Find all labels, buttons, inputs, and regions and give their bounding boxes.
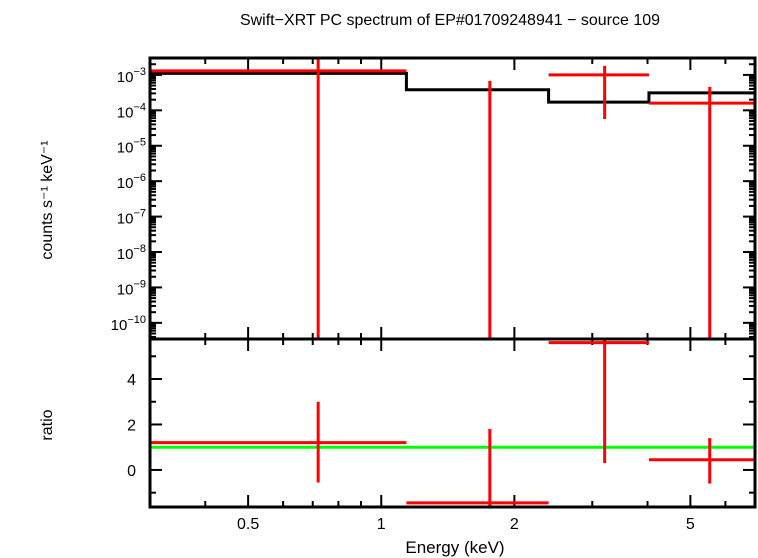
ratio-frame [148,337,757,509]
y-tick-label: 10−3 [117,66,146,86]
x-tick-label: 1 [377,516,386,533]
y-tick-label: 10−7 [117,208,146,228]
x-axis-label: Energy (keV) [405,538,504,557]
y-tick-label: 10−6 [117,172,146,192]
y-tick-label: 2 [127,417,136,434]
y-tick-label: 4 [127,372,136,389]
x-tick-label: 2 [510,516,519,533]
y-tick-label: 10−8 [117,243,146,263]
y-tick-label: 10−5 [117,137,146,157]
chart-title: Swift−XRT PC spectrum of EP#01709248941 … [240,12,660,29]
ratio-panel: 0 2 4 [127,337,757,509]
x-tick-label: 0.5 [237,516,259,533]
y-tick-label: 0 [127,463,136,480]
spectrum-frame [148,56,757,341]
y-tick-label: 10−10 [111,314,146,334]
x-tick-label: 5 [686,516,695,533]
model-line [150,71,755,104]
y-tick-label: 10−9 [117,278,146,298]
spectrum-panel: 10−3 10−4 10−5 10−6 10−7 10−8 10−9 10−10 [111,56,757,341]
y-axis-label-ratio: ratio [39,409,56,440]
y-tick-label: 10−4 [117,101,146,121]
y-axis-label-spectrum: counts s⁻¹ keV⁻¹ [39,140,56,259]
